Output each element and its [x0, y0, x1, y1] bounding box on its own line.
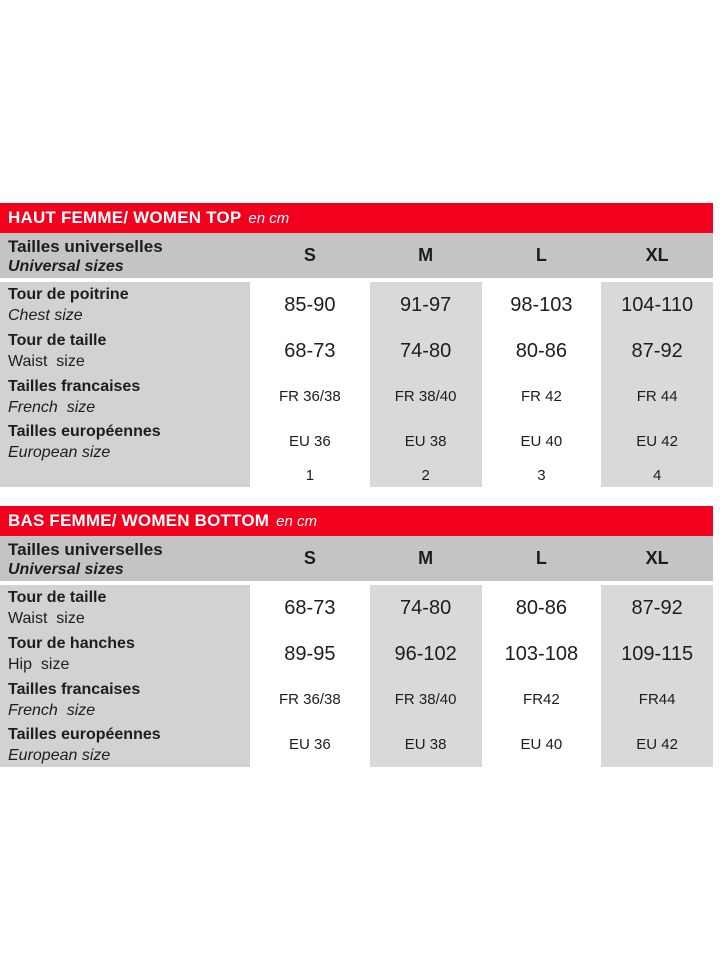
size-cell: 103-108	[504, 642, 579, 665]
size-col-header: M	[418, 548, 434, 568]
unit-label: en cm	[276, 512, 318, 530]
header-label-fr: Tailles universelles	[8, 540, 163, 559]
row-label: Tailles européennes European size	[0, 722, 250, 767]
row-label-fr: Tailles francaises	[8, 378, 141, 395]
size-cell: 4	[601, 464, 713, 487]
size-col-header: S	[303, 245, 316, 265]
size-cell: 1	[305, 467, 315, 484]
size-cell: FR 36/38	[279, 691, 341, 708]
header-label-en: Universal sizes	[8, 561, 124, 579]
row-label-en: Waist size	[8, 609, 85, 627]
size-col-header: XL	[645, 245, 669, 265]
size-cell: 2	[369, 464, 482, 487]
row-label-fr: Tour de poitrine	[8, 286, 129, 303]
row-label-en: French size	[8, 701, 96, 719]
size-charts: HAUT FEMME/ WOMEN TOP en cm Tailles univer…	[0, 203, 713, 767]
table-row: Tailles francaises French size FR 36/38 FR …	[0, 374, 713, 419]
table-title-band: HAUT FEMME/ WOMEN TOP en cm	[0, 203, 713, 233]
size-cell: 85-90	[284, 293, 336, 316]
table-title: HAUT FEMME/ WOMEN TOP	[8, 208, 242, 227]
size-cell: FR 42	[520, 388, 562, 405]
row-label-fr: Tour de taille	[8, 332, 107, 349]
size-cell: EU 36	[289, 736, 331, 753]
unit-label: en cm	[248, 209, 290, 227]
size-cell: 68-73	[284, 339, 336, 362]
size-cell: 3	[537, 467, 546, 484]
size-cell: EU 40	[520, 433, 563, 450]
table-row: 1 2 3 4	[0, 464, 713, 487]
row-label-fr: Tour de taille	[8, 589, 107, 606]
size-cell: 109-115	[601, 631, 713, 677]
row-label-en: Chest size	[8, 306, 83, 324]
header-label-fr: Tailles universelles	[8, 237, 163, 256]
row-label: Tour de taille Waist size	[0, 585, 250, 631]
row-label-fr: Tailles francaises	[8, 681, 141, 698]
row-label	[0, 464, 250, 487]
header-label: Tailles universelles Universal sizes	[0, 536, 250, 581]
size-cell: EU 42	[601, 419, 713, 464]
size-col-header: L	[535, 548, 547, 568]
table-row: Tour de hanches Hip size 89-95 96-102 103-10…	[0, 631, 713, 677]
row-label-fr: Tour de hanches	[8, 635, 135, 652]
row-label: Tour de hanches Hip size	[0, 631, 250, 677]
size-cell: FR 38/40	[369, 374, 482, 419]
size-cell: FR44	[601, 677, 713, 722]
size-cell: 104-110	[601, 282, 713, 328]
size-header-row: Tailles universelles Universal sizes S M L XL	[0, 233, 713, 278]
row-label: Tailles francaises French size	[0, 677, 250, 722]
row-label-en: European size	[8, 443, 111, 461]
size-cell: 87-92	[601, 585, 713, 631]
size-col-header: L	[535, 245, 547, 265]
row-label-en: Hip size	[8, 655, 70, 673]
size-table-section: BAS FEMME/ WOMEN BOTTOM en cm Tailles univ…	[0, 506, 713, 767]
table-title-band: BAS FEMME/ WOMEN BOTTOM en cm	[0, 506, 713, 536]
size-cell: EU 36	[289, 433, 331, 450]
size-cell: FR42	[523, 691, 560, 708]
row-label: Tailles francaises French size	[0, 374, 250, 419]
table-row: Tour de taille Waist size 68-73 74-80 80-86 8…	[0, 328, 713, 374]
row-label: Tour de taille Waist size	[0, 328, 250, 374]
table-row: Tailles européennes European size EU 36 EU …	[0, 419, 713, 464]
size-cell: 89-95	[284, 642, 336, 665]
size-cell: 87-92	[601, 328, 713, 374]
size-col-header: M	[418, 245, 434, 265]
size-cell: 74-80	[369, 328, 482, 374]
row-label-fr: Tailles européennes	[8, 726, 161, 743]
size-cell: FR 44	[601, 374, 713, 419]
row-label-en: European size	[8, 746, 111, 764]
header-label: Tailles universelles Universal sizes	[0, 233, 250, 278]
size-cell: 68-73	[284, 596, 336, 619]
row-label: Tour de poitrine Chest size	[0, 282, 250, 328]
size-cell: 80-86	[515, 596, 567, 619]
table-row: Tailles européennes European size EU 36 EU …	[0, 722, 713, 767]
size-cell: FR 38/40	[369, 677, 482, 722]
size-cell: EU 38	[369, 419, 482, 464]
row-label-en: Waist size	[8, 352, 85, 370]
table-body: Tour de poitrine Chest size 85-90 91-97 98-1…	[0, 282, 713, 487]
size-cell: 96-102	[369, 631, 482, 677]
table-row: Tailles francaises French size FR 36/38 FR …	[0, 677, 713, 722]
size-cell: 74-80	[369, 585, 482, 631]
size-cell: 80-86	[515, 339, 567, 362]
size-cell: EU 38	[369, 722, 482, 767]
size-cell: 98-103	[510, 293, 573, 316]
row-label-fr: Tailles européennes	[8, 423, 161, 440]
header-label-en: Universal sizes	[8, 258, 124, 276]
size-col-header: XL	[645, 548, 669, 568]
table-row: Tour de poitrine Chest size 85-90 91-97 98-1…	[0, 282, 713, 328]
size-header-row: Tailles universelles Universal sizes S M L XL	[0, 536, 713, 581]
size-cell: EU 40	[520, 736, 563, 753]
size-col-header: S	[303, 548, 316, 568]
table-row: Tour de taille Waist size 68-73 74-80 80-86 8…	[0, 585, 713, 631]
size-table-section: HAUT FEMME/ WOMEN TOP en cm Tailles univer…	[0, 203, 713, 487]
size-cell: 91-97	[369, 282, 482, 328]
row-label-en: French size	[8, 398, 96, 416]
table-body: Tour de taille Waist size 68-73 74-80 80-86 8…	[0, 585, 713, 767]
row-label: Tailles européennes European size	[0, 419, 250, 464]
table-title: BAS FEMME/ WOMEN BOTTOM	[8, 511, 270, 530]
size-cell: FR 36/38	[279, 388, 341, 405]
size-cell: EU 42	[601, 722, 713, 767]
